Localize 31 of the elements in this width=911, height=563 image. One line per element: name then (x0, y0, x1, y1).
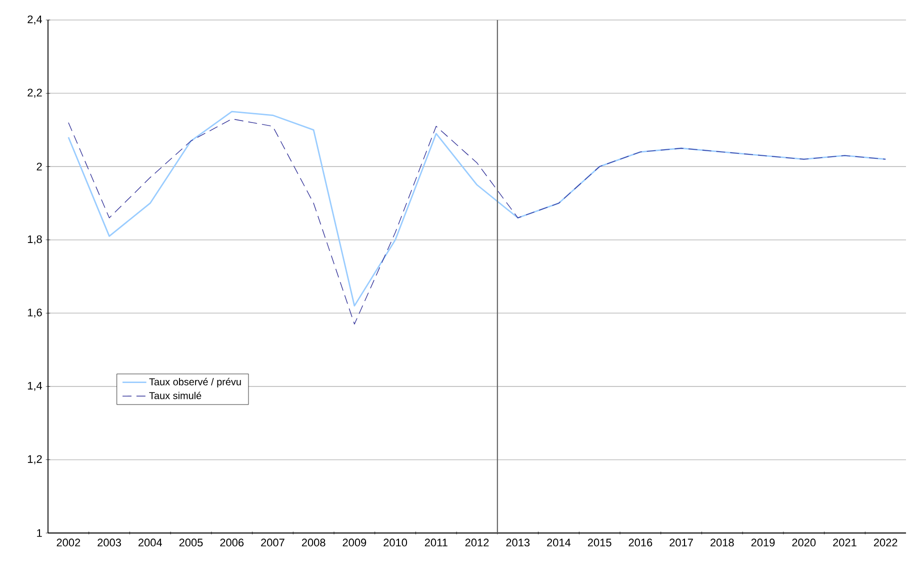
y-tick-label: 1,6 (28, 308, 42, 318)
x-tick-label: 2018 (710, 538, 734, 546)
y-tick-label: 2,2 (28, 88, 42, 98)
x-tick-label: 2013 (506, 538, 530, 546)
x-tick-label: 2002 (56, 538, 80, 546)
x-tick-label: 2016 (628, 538, 652, 546)
x-tick-label: 2005 (179, 538, 203, 546)
x-tick-label: 2012 (465, 538, 489, 546)
x-tick-label: 2003 (98, 538, 121, 546)
y-tick-label: 2 (36, 162, 42, 170)
y-tick-label: 1,2 (28, 455, 42, 464)
x-tick-label: 2007 (261, 538, 284, 546)
legend-label: Taux observé / prévu (149, 378, 241, 388)
x-tick-label: 2011 (424, 538, 448, 546)
y-tick-label: 1 (37, 529, 42, 537)
y-tick-label: 1,4 (28, 382, 42, 391)
x-tick-label: 2014 (547, 538, 571, 546)
x-tick-label: 2021 (833, 538, 856, 546)
x-tick-label: 2015 (588, 538, 612, 546)
x-tick-label: 2004 (138, 538, 162, 546)
y-tick-label: 2,4 (28, 15, 42, 25)
x-tick-label: 2020 (792, 538, 816, 546)
x-tick-label: 2017 (670, 538, 693, 546)
x-tick-label: 2009 (342, 538, 366, 546)
legend-label: Taux simulé (149, 392, 202, 400)
x-tick-label: 2008 (302, 538, 326, 546)
x-tick-label: 2006 (220, 538, 244, 546)
x-tick-label: 2019 (751, 538, 775, 546)
x-tick-label: 2022 (874, 538, 898, 546)
y-tick-label: 1,8 (28, 235, 42, 244)
x-tick-label: 2010 (384, 538, 408, 546)
